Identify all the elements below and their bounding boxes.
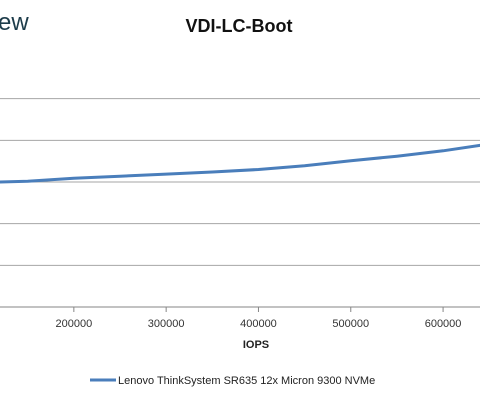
legend-label: Lenovo ThinkSystem SR635 12x Micron 9300… (118, 375, 375, 387)
x-tick-label: 600000 (425, 318, 462, 330)
chart-title: VDI-LC-Boot (186, 16, 293, 36)
x-axis: 200000 300000 400000 500000 600000 (0, 306, 480, 330)
brand-logo-fragment: ew (0, 9, 29, 36)
series-line (0, 143, 480, 184)
x-tick-label: 500000 (332, 318, 369, 330)
series-group (0, 143, 480, 184)
legend: Lenovo ThinkSystem SR635 12x Micron 9300… (90, 375, 375, 387)
x-tick-label: 200000 (55, 318, 92, 330)
x-tick-label: 300000 (148, 318, 185, 330)
x-tick-label: 400000 (240, 318, 277, 330)
gridlines (0, 98, 480, 266)
x-axis-label: IOPS (243, 339, 269, 351)
